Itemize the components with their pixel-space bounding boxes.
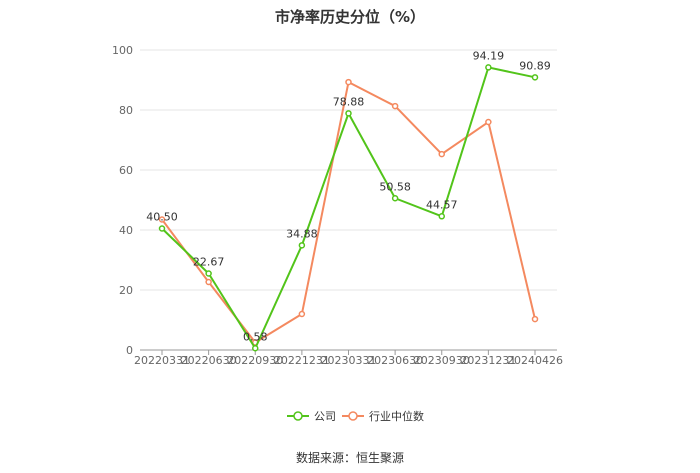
x-tick-label: 20221231: [274, 354, 330, 367]
data-label: 40.50: [146, 211, 178, 224]
data-point[interactable]: [531, 74, 539, 81]
y-tick-label: 60: [119, 164, 133, 177]
data-label: 0.58: [243, 330, 268, 343]
data-point[interactable]: [158, 216, 166, 223]
legend-marker[interactable]: [348, 411, 358, 421]
source-note: 数据来源：恒生聚源: [296, 450, 404, 465]
data-point[interactable]: [391, 102, 399, 110]
data-point[interactable]: [391, 195, 399, 202]
data-point[interactable]: [205, 278, 212, 286]
x-tick-label: 20220331: [134, 354, 190, 367]
legend-label[interactable]: 公司: [314, 410, 336, 423]
data-label: 90.89: [519, 59, 551, 72]
x-tick-label: 20230331: [321, 354, 377, 367]
data-point[interactable]: [345, 78, 352, 86]
series-line: [161, 80, 536, 344]
data-label: 94.19: [473, 49, 505, 62]
x-tick-label: 20230630: [367, 354, 423, 367]
x-tick-label: 20240426: [507, 354, 563, 367]
x-tick-label: 20230930: [414, 354, 470, 367]
y-tick-label: 40: [119, 224, 133, 237]
data-point[interactable]: [205, 270, 212, 277]
data-point[interactable]: [252, 345, 259, 352]
data-label: 22.67: [193, 256, 225, 269]
data-point[interactable]: [298, 310, 306, 318]
x-axis: 2022033120220630202209302022123120230331…: [134, 350, 563, 367]
legend-marker[interactable]: [293, 411, 303, 421]
data-point[interactable]: [298, 242, 306, 249]
data-point[interactable]: [158, 225, 166, 232]
x-tick-label: 20220930: [227, 354, 283, 367]
legend-label[interactable]: 行业中位数: [369, 409, 424, 423]
series-group: [158, 64, 539, 352]
data-point[interactable]: [485, 118, 492, 126]
data-point[interactable]: [438, 150, 445, 158]
data-label: 34.88: [286, 227, 318, 240]
y-tick-label: 0: [126, 344, 133, 357]
chart-title: 市净率历史分位（%）: [275, 8, 425, 26]
data-point[interactable]: [531, 315, 539, 323]
grid: [140, 49, 557, 351]
x-tick-label: 20220630: [181, 354, 237, 367]
data-point[interactable]: [345, 110, 352, 117]
data-point[interactable]: [485, 64, 492, 71]
y-axis: 0 20 40 60 80 100: [112, 44, 133, 357]
legend[interactable]: 公司 行业中位数: [287, 409, 424, 423]
x-tick-label: 20231231: [460, 354, 516, 367]
data-labels: 40.50 22.67 0.58 34.88 78.88 50.58 44.57 94.19 9…: [146, 49, 551, 343]
data-label: 78.88: [333, 95, 365, 108]
y-tick-label: 20: [119, 284, 133, 297]
data-label: 44.57: [426, 198, 458, 211]
y-tick-label: 80: [119, 104, 133, 117]
data-label: 50.58: [379, 180, 411, 193]
y-tick-label: 100: [112, 44, 133, 57]
data-point[interactable]: [438, 213, 445, 220]
